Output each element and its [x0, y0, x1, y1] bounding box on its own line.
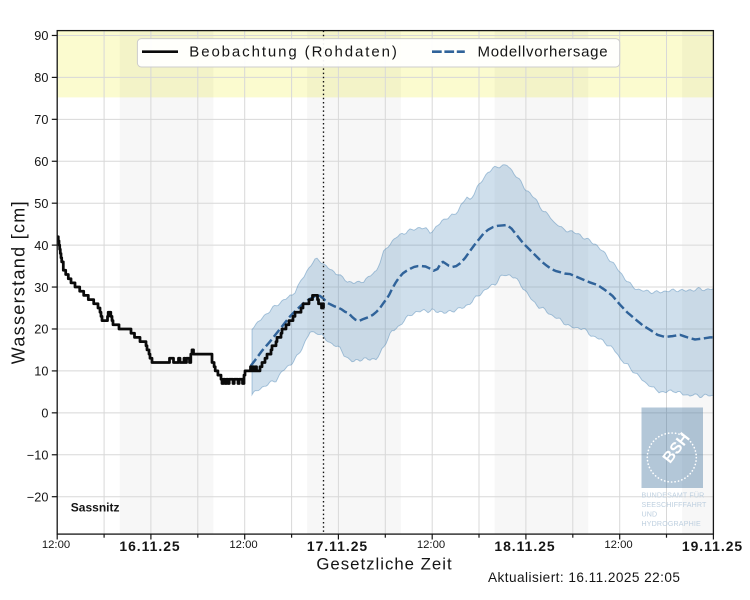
svg-text:−20: −20: [27, 490, 49, 504]
svg-text:HYDROGRAPHIE: HYDROGRAPHIE: [642, 520, 701, 528]
svg-text:90: 90: [34, 29, 48, 43]
svg-text:UND: UND: [642, 511, 658, 519]
svg-text:50: 50: [34, 197, 48, 211]
svg-text:−10: −10: [27, 449, 49, 463]
svg-text:70: 70: [34, 113, 48, 127]
svg-text:18.11.25: 18.11.25: [494, 538, 555, 554]
svg-text:16.11.25: 16.11.25: [119, 538, 180, 554]
svg-text:SEESCHIFFFAHRT: SEESCHIFFFAHRT: [642, 501, 708, 509]
svg-text:Wasserstand [cm]: Wasserstand [cm]: [9, 200, 29, 364]
svg-text:Modellvorhersage: Modellvorhersage: [478, 43, 609, 60]
svg-text:80: 80: [34, 71, 48, 85]
svg-text:40: 40: [34, 239, 48, 253]
svg-text:10: 10: [34, 365, 48, 379]
svg-text:Gesetzliche Zeit: Gesetzliche Zeit: [316, 554, 452, 573]
svg-text:Beobachtung (Rohdaten): Beobachtung (Rohdaten): [189, 43, 398, 60]
svg-text:12:00: 12:00: [42, 539, 70, 551]
svg-text:12:00: 12:00: [417, 539, 445, 551]
svg-text:12:00: 12:00: [229, 539, 257, 551]
svg-text:17.11.25: 17.11.25: [307, 538, 368, 554]
svg-text:19.11.25: 19.11.25: [682, 538, 743, 554]
svg-text:0: 0: [41, 407, 48, 421]
svg-text:Aktualisiert: 16.11.2025 22:05: Aktualisiert: 16.11.2025 22:05: [488, 570, 680, 585]
svg-text:20: 20: [34, 323, 48, 337]
svg-text:BUNDESAMT FÜR: BUNDESAMT FÜR: [642, 492, 705, 500]
svg-text:12:00: 12:00: [604, 539, 632, 551]
svg-text:Sassnitz: Sassnitz: [71, 501, 120, 515]
svg-text:30: 30: [34, 281, 48, 295]
svg-text:60: 60: [34, 155, 48, 169]
